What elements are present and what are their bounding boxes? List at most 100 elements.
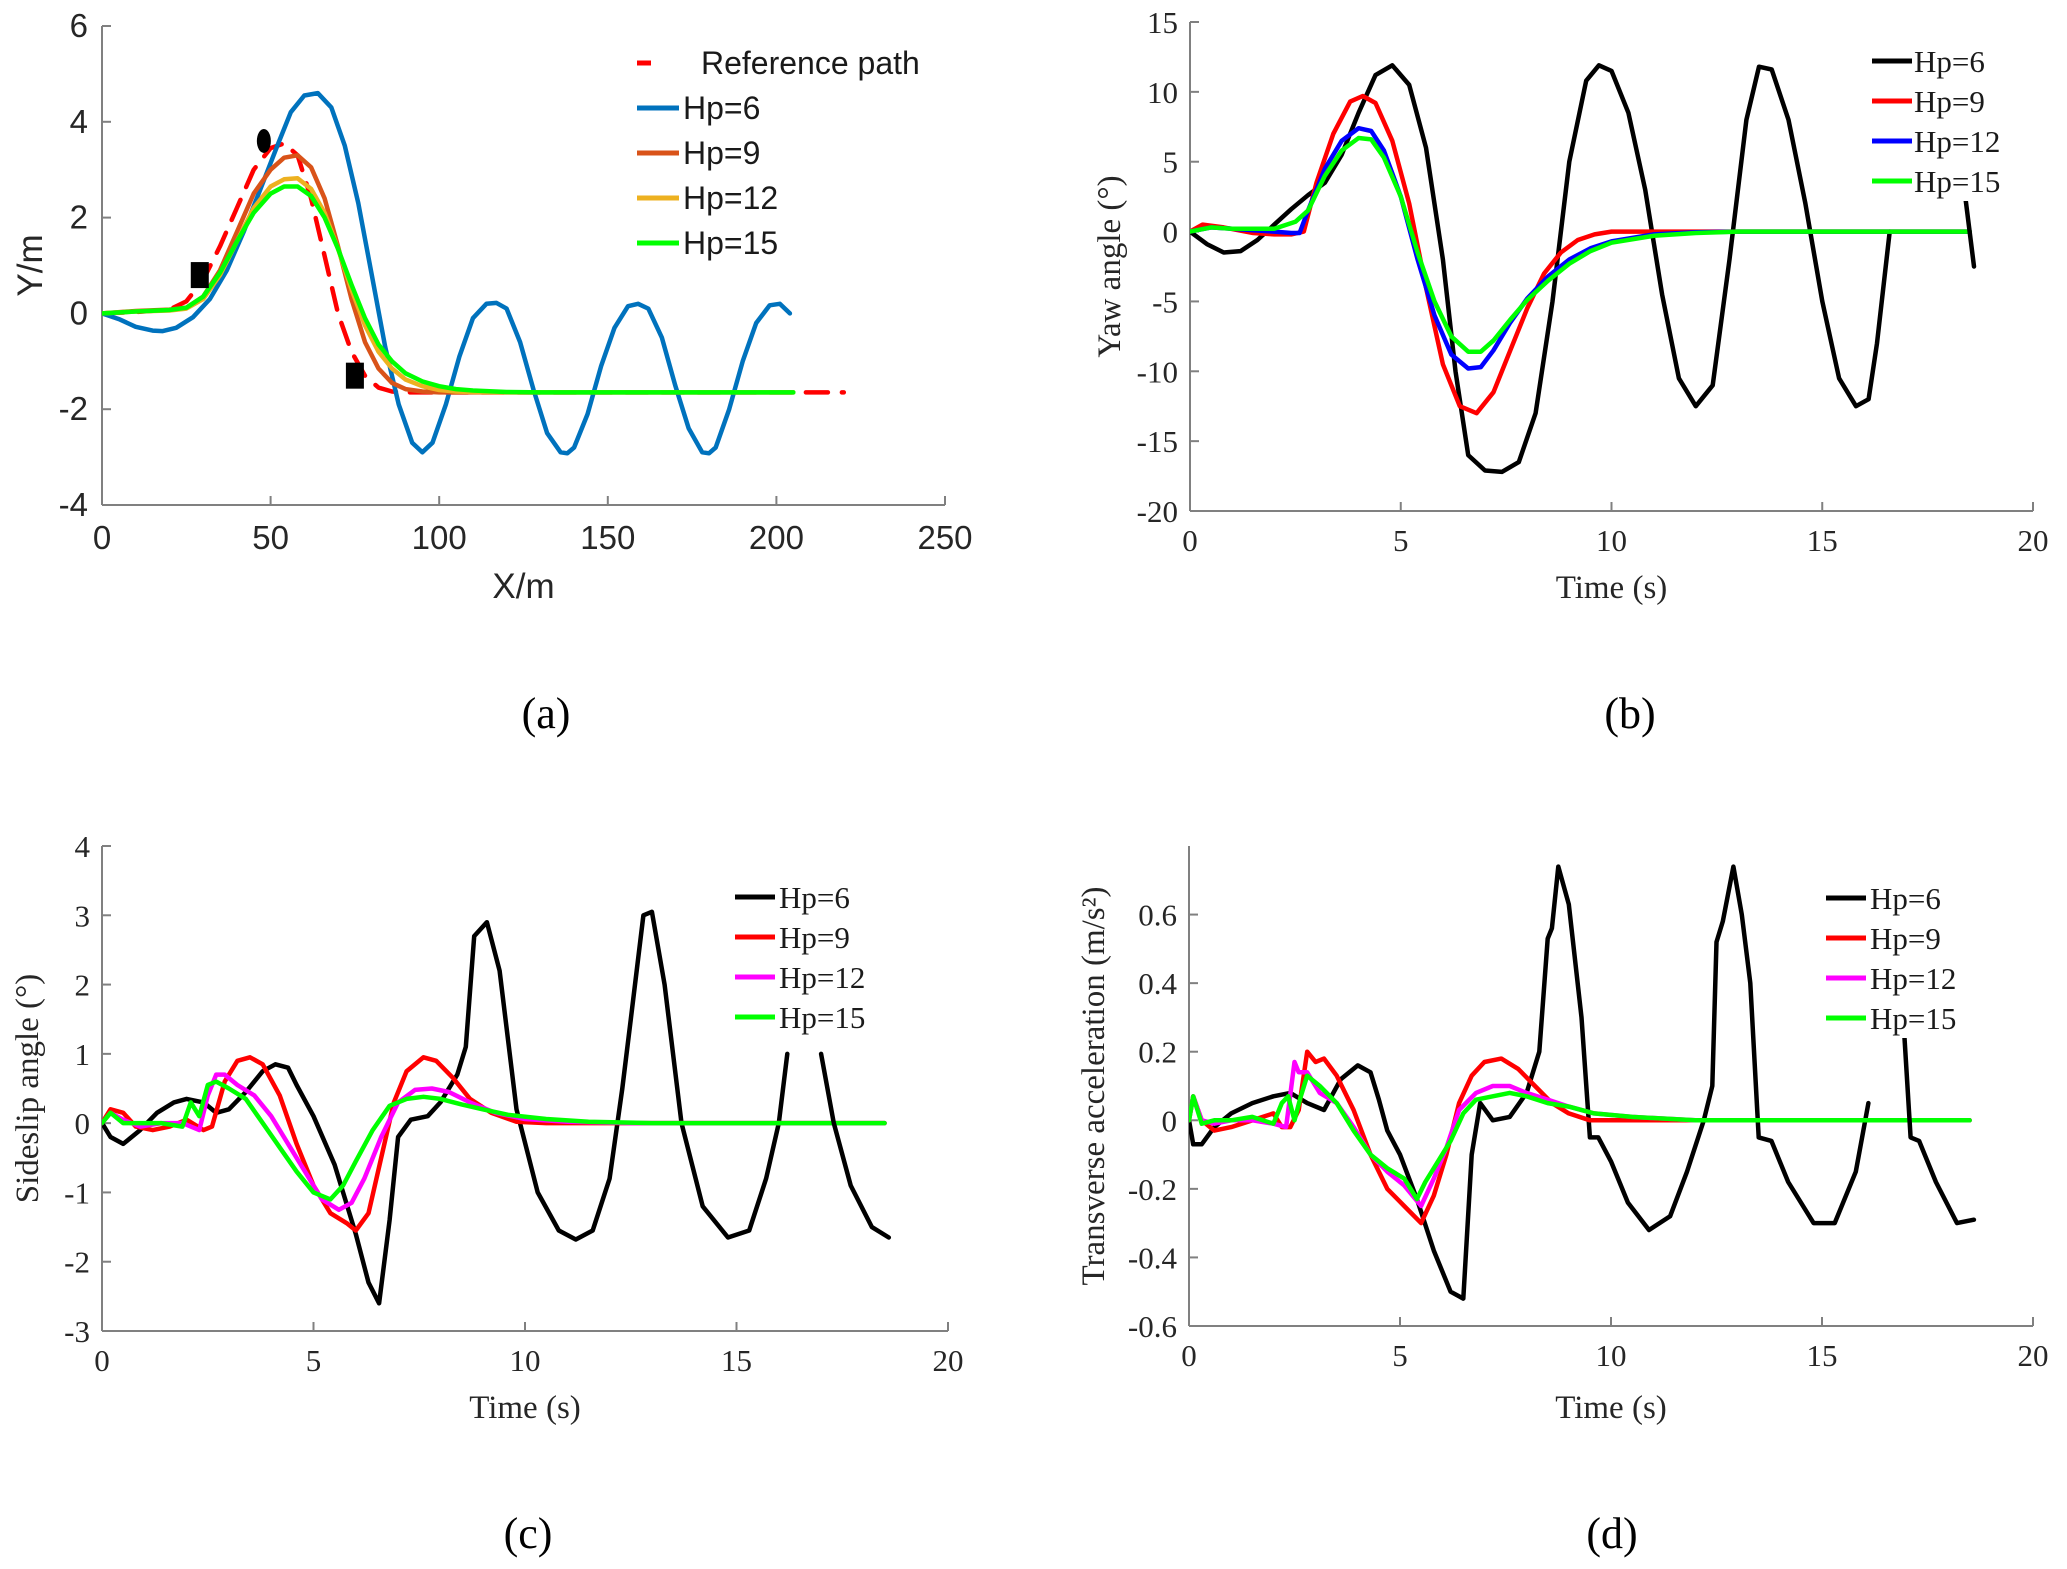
series-line-hp-12 [1190,125,1973,371]
y-tick-label: 2 [75,968,91,1003]
legend-label: Hp=6 [683,90,760,126]
subplot-b: 0 5 10 15 20 -20 -15 -10 -5 0 5 10 15 Time (s) Yaw ang… [1092,5,2049,606]
series-line-hp-15 [1190,135,1973,354]
plot-area [102,909,892,1306]
legend-label: Hp=6 [1914,44,1985,79]
square-marker [190,262,209,289]
series-line-hp-15 [102,184,796,395]
legend-label: Hp=12 [1914,124,2000,159]
y-tick-label: -5 [1152,284,1178,319]
legend-label: Hp=9 [683,135,760,171]
legend: Hp=6 Hp=9 Hp=12 Hp=15 [1822,872,2002,1038]
y-tick-label: -2 [64,1245,90,1280]
x-tick-label: 50 [252,519,289,556]
x-tick-label: 15 [1807,523,1838,558]
legend-label: Hp=15 [683,225,778,261]
x-tick-label: 20 [2018,1338,2049,1373]
legend: Hp=6 Hp=9 Hp=12 Hp=15 [1868,35,2048,201]
subplot-d: 0 5 10 15 20 -0.6 -0.4 -0.2 0 0.2 0.4 0.6 Time (s) Tr… [1076,846,2049,1426]
x-axis-label: Time (s) [1556,570,1668,606]
y-tick-label: 0 [70,294,88,331]
square-marker [345,362,364,389]
caption-a: (a) [522,689,571,738]
y-tick-label: -20 [1137,494,1178,529]
series-line-hp-6 [1189,864,1871,1301]
x-tick-label: 10 [1596,1338,1627,1373]
y-tick-label: 6 [70,7,88,44]
y-tick-label: 5 [1163,145,1179,180]
legend-label: Hp=12 [683,180,778,216]
y-tick-label: 15 [1147,5,1178,40]
y-tick-label: 0.4 [1138,966,1177,1001]
legend-label: Hp=15 [1870,1001,1956,1036]
series-line-segment [818,1051,892,1240]
y-tick-label: 0 [1163,215,1179,250]
y-tick-label: 4 [75,829,91,864]
plot-area [1189,864,1977,1301]
y-tick-label: 0.2 [1138,1035,1177,1070]
legend-label: Reference path [701,45,920,81]
legend: Reference path Hp=6 Hp=9 Hp=12 Hp=15 [633,37,943,268]
caption-d: (d) [1586,1509,1637,1558]
y-tick-label: 3 [75,898,91,933]
y-tick-label: -0.6 [1128,1309,1177,1344]
x-tick-label: 20 [933,1343,964,1378]
x-tick-label: 0 [94,1343,110,1378]
y-axis-label: Y/m [11,234,50,296]
x-axis-label: X/m [492,567,554,606]
y-tick-label: -4 [59,486,88,523]
legend-label: Hp=15 [779,1000,865,1035]
y-tick-label: -0.4 [1128,1240,1178,1275]
x-tick-label: 5 [1393,523,1409,558]
y-tick-label: -15 [1137,424,1178,459]
x-tick-label: 5 [306,1343,322,1378]
y-tick-label: -3 [64,1314,90,1349]
y-axis-label: Transverse acceleration (m/s²) [1076,886,1112,1285]
y-tick-label: 1 [75,1037,91,1072]
x-tick-label: 20 [2018,523,2049,558]
x-tick-label: 100 [412,519,467,556]
legend-label: Hp=9 [1870,921,1941,956]
legend-label: Hp=6 [779,880,850,915]
x-tick-label: 15 [1807,1338,1838,1373]
x-axis-label: Time (s) [1555,1390,1667,1426]
x-tick-label: 10 [1596,523,1627,558]
series-line-hp-15 [102,1079,887,1202]
y-tick-label: 0 [75,1106,91,1141]
y-axis-label: Yaw angle (°) [1092,175,1128,357]
legend-label: Hp=15 [1914,164,2000,199]
legend-label: Hp=12 [1870,961,1956,996]
x-tick-label: 250 [917,519,972,556]
y-tick-label: 0.6 [1138,898,1177,933]
subplot-c: 0 5 10 15 20 -3 -2 -1 0 1 2 3 4 Time (s) Sideslip angl… [10,829,964,1426]
y-tick-label: 4 [70,103,88,140]
legend-background [633,37,943,268]
subplot-a: 0 50 100 150 200 250 -4 -2 0 2 4 6 X/m Y/m Reference p… [11,7,973,606]
series-line-hp-6 [1190,63,1892,475]
x-tick-label: 0 [1181,1338,1197,1373]
legend-label: Hp=6 [1870,881,1941,916]
x-tick-label: 10 [510,1343,541,1378]
caption-b: (b) [1604,689,1655,738]
y-tick-label: 0 [1162,1103,1178,1138]
legend-label: Hp=9 [1914,84,1985,119]
legend-label: Hp=12 [779,960,865,995]
series-line-hp-9 [1189,1049,1972,1226]
ellipse-marker [256,128,271,153]
caption-c: (c) [504,1509,553,1558]
plot-area [1190,63,1977,475]
y-tick-label: -1 [64,1175,90,1210]
x-tick-label: 150 [580,519,635,556]
legend: Hp=6 Hp=9 Hp=12 Hp=15 [731,871,911,1037]
x-tick-label: 0 [93,519,111,556]
y-tick-label: -10 [1137,354,1178,389]
x-tick-label: 15 [721,1343,752,1378]
x-tick-label: 200 [749,519,804,556]
plot-area [102,90,847,456]
series-line-segment [1963,197,1977,269]
series-line-hp-15 [1189,1073,1972,1202]
x-axis-label: Time (s) [469,1390,581,1426]
y-tick-label: 10 [1147,75,1178,110]
series-line-segment [1902,1032,1977,1226]
